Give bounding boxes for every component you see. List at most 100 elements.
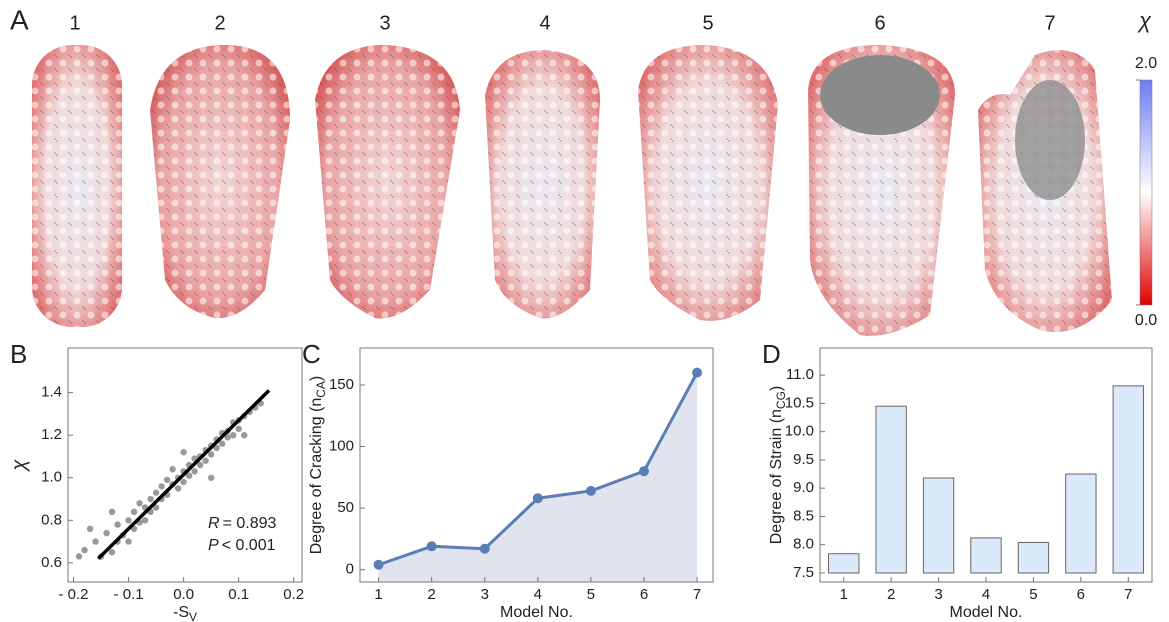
colorbar-tick-label: 0.0	[1135, 312, 1157, 329]
y-axis-label-text: )	[768, 386, 785, 391]
bar	[1112, 385, 1144, 574]
x-tick-label: 0.2	[283, 586, 304, 603]
capsid-renderings	[32, 45, 1153, 336]
y-tick-label: 100	[329, 437, 354, 454]
x-tick-label: 6	[1077, 586, 1085, 603]
y-axis-label-sub: CG	[774, 391, 788, 409]
y-tick-label: 7.5	[793, 564, 814, 581]
y-tick-label: 9.5	[793, 451, 814, 468]
point	[130, 508, 138, 515]
y-tick-label: 8.5	[793, 507, 814, 524]
panel-label: C	[302, 339, 321, 369]
point	[81, 546, 88, 554]
y-tick-label: 50	[337, 499, 354, 516]
y-tick-label: 10.5	[785, 394, 814, 411]
point	[235, 425, 242, 433]
y-axis-label-text: Degree of Strain (n	[768, 409, 785, 544]
annotation-symbol: P	[208, 537, 219, 554]
y-tick-label: 11.0	[786, 366, 814, 383]
point	[191, 468, 198, 475]
point	[86, 525, 94, 533]
bar	[1017, 541, 1050, 574]
plot-frame	[359, 347, 714, 583]
bar	[1065, 473, 1097, 574]
panel-label: D	[762, 339, 781, 369]
point	[141, 517, 149, 524]
point	[158, 483, 165, 490]
bar	[828, 553, 860, 574]
annotation-text: < 0.001	[222, 537, 276, 554]
point	[180, 478, 187, 486]
x-tick-label: - 0.2	[58, 586, 88, 603]
panel-label: A	[10, 4, 29, 35]
bar	[875, 405, 907, 574]
model-label: 5	[702, 12, 713, 34]
point	[108, 508, 116, 515]
y-tick-label: 150	[329, 376, 354, 393]
bar	[970, 537, 1002, 574]
x-tick-label: 0.1	[228, 586, 249, 603]
point	[213, 444, 220, 452]
y-axis-label-sub: CA	[314, 381, 328, 398]
point	[125, 517, 132, 524]
x-tick-label: 4	[534, 586, 542, 603]
model-label: 2	[214, 12, 225, 34]
x-tick-label: 6	[640, 586, 648, 603]
y-axis-label: Degree of Cracking (nCA)	[308, 376, 328, 555]
x-tick-label: 1	[840, 586, 848, 603]
point	[152, 489, 160, 496]
y-tick-label: 0	[346, 561, 354, 578]
marker	[532, 493, 543, 504]
x-tick-label: 0.0	[173, 586, 194, 603]
area	[378, 372, 698, 582]
x-axis-label-text: -S	[173, 604, 189, 621]
marker	[373, 559, 384, 570]
annotation-symbol: R	[208, 515, 220, 532]
point	[180, 449, 187, 456]
colorbar-tick-label: 2.0	[1135, 55, 1157, 72]
point	[218, 440, 226, 447]
point	[114, 521, 121, 528]
point	[92, 538, 99, 545]
x-tick-label: 1	[374, 586, 382, 603]
x-axis-label: -SV	[173, 604, 197, 622]
y-axis-label: Degree of Strain (nCG)	[768, 386, 788, 545]
x-tick-label: 5	[587, 586, 595, 603]
annotation-text: = 0.893	[223, 515, 277, 532]
marker	[638, 466, 649, 477]
x-tick-label: 3	[481, 586, 489, 603]
model-label: 4	[539, 12, 550, 34]
point	[174, 485, 182, 492]
x-axis-label: Model No.	[500, 604, 573, 621]
x-tick-label: 5	[1029, 586, 1037, 603]
point	[207, 474, 215, 481]
marker	[426, 541, 437, 552]
y-tick-label: 8.0	[793, 536, 814, 553]
point	[125, 538, 132, 545]
point	[185, 472, 193, 479]
point	[103, 529, 110, 537]
point	[75, 553, 83, 560]
point	[196, 461, 204, 469]
model-label: 1	[69, 12, 80, 34]
x-tick-label: 7	[1124, 586, 1132, 603]
x-tick-label: 3	[934, 586, 942, 603]
point	[147, 495, 154, 503]
x-tick-label: 2	[887, 586, 895, 603]
panel-label: B	[10, 339, 27, 369]
x-tick-label: 7	[693, 586, 701, 603]
x-axis-label: Model No.	[950, 604, 1023, 621]
fit-line	[97, 389, 271, 560]
point	[169, 466, 176, 473]
y-tick-label: 1.2	[41, 426, 62, 443]
y-axis-label: χ	[8, 458, 30, 472]
model-label: 6	[874, 12, 885, 34]
x-tick-label: - 0.1	[114, 586, 144, 603]
y-axis-label-text: Degree of Cracking (n	[308, 398, 325, 555]
y-tick-label: 10.0	[785, 423, 814, 440]
y-tick-label: 1.4	[41, 384, 62, 401]
point	[224, 434, 231, 441]
marker	[585, 485, 596, 496]
point	[229, 432, 237, 439]
point	[202, 457, 209, 464]
